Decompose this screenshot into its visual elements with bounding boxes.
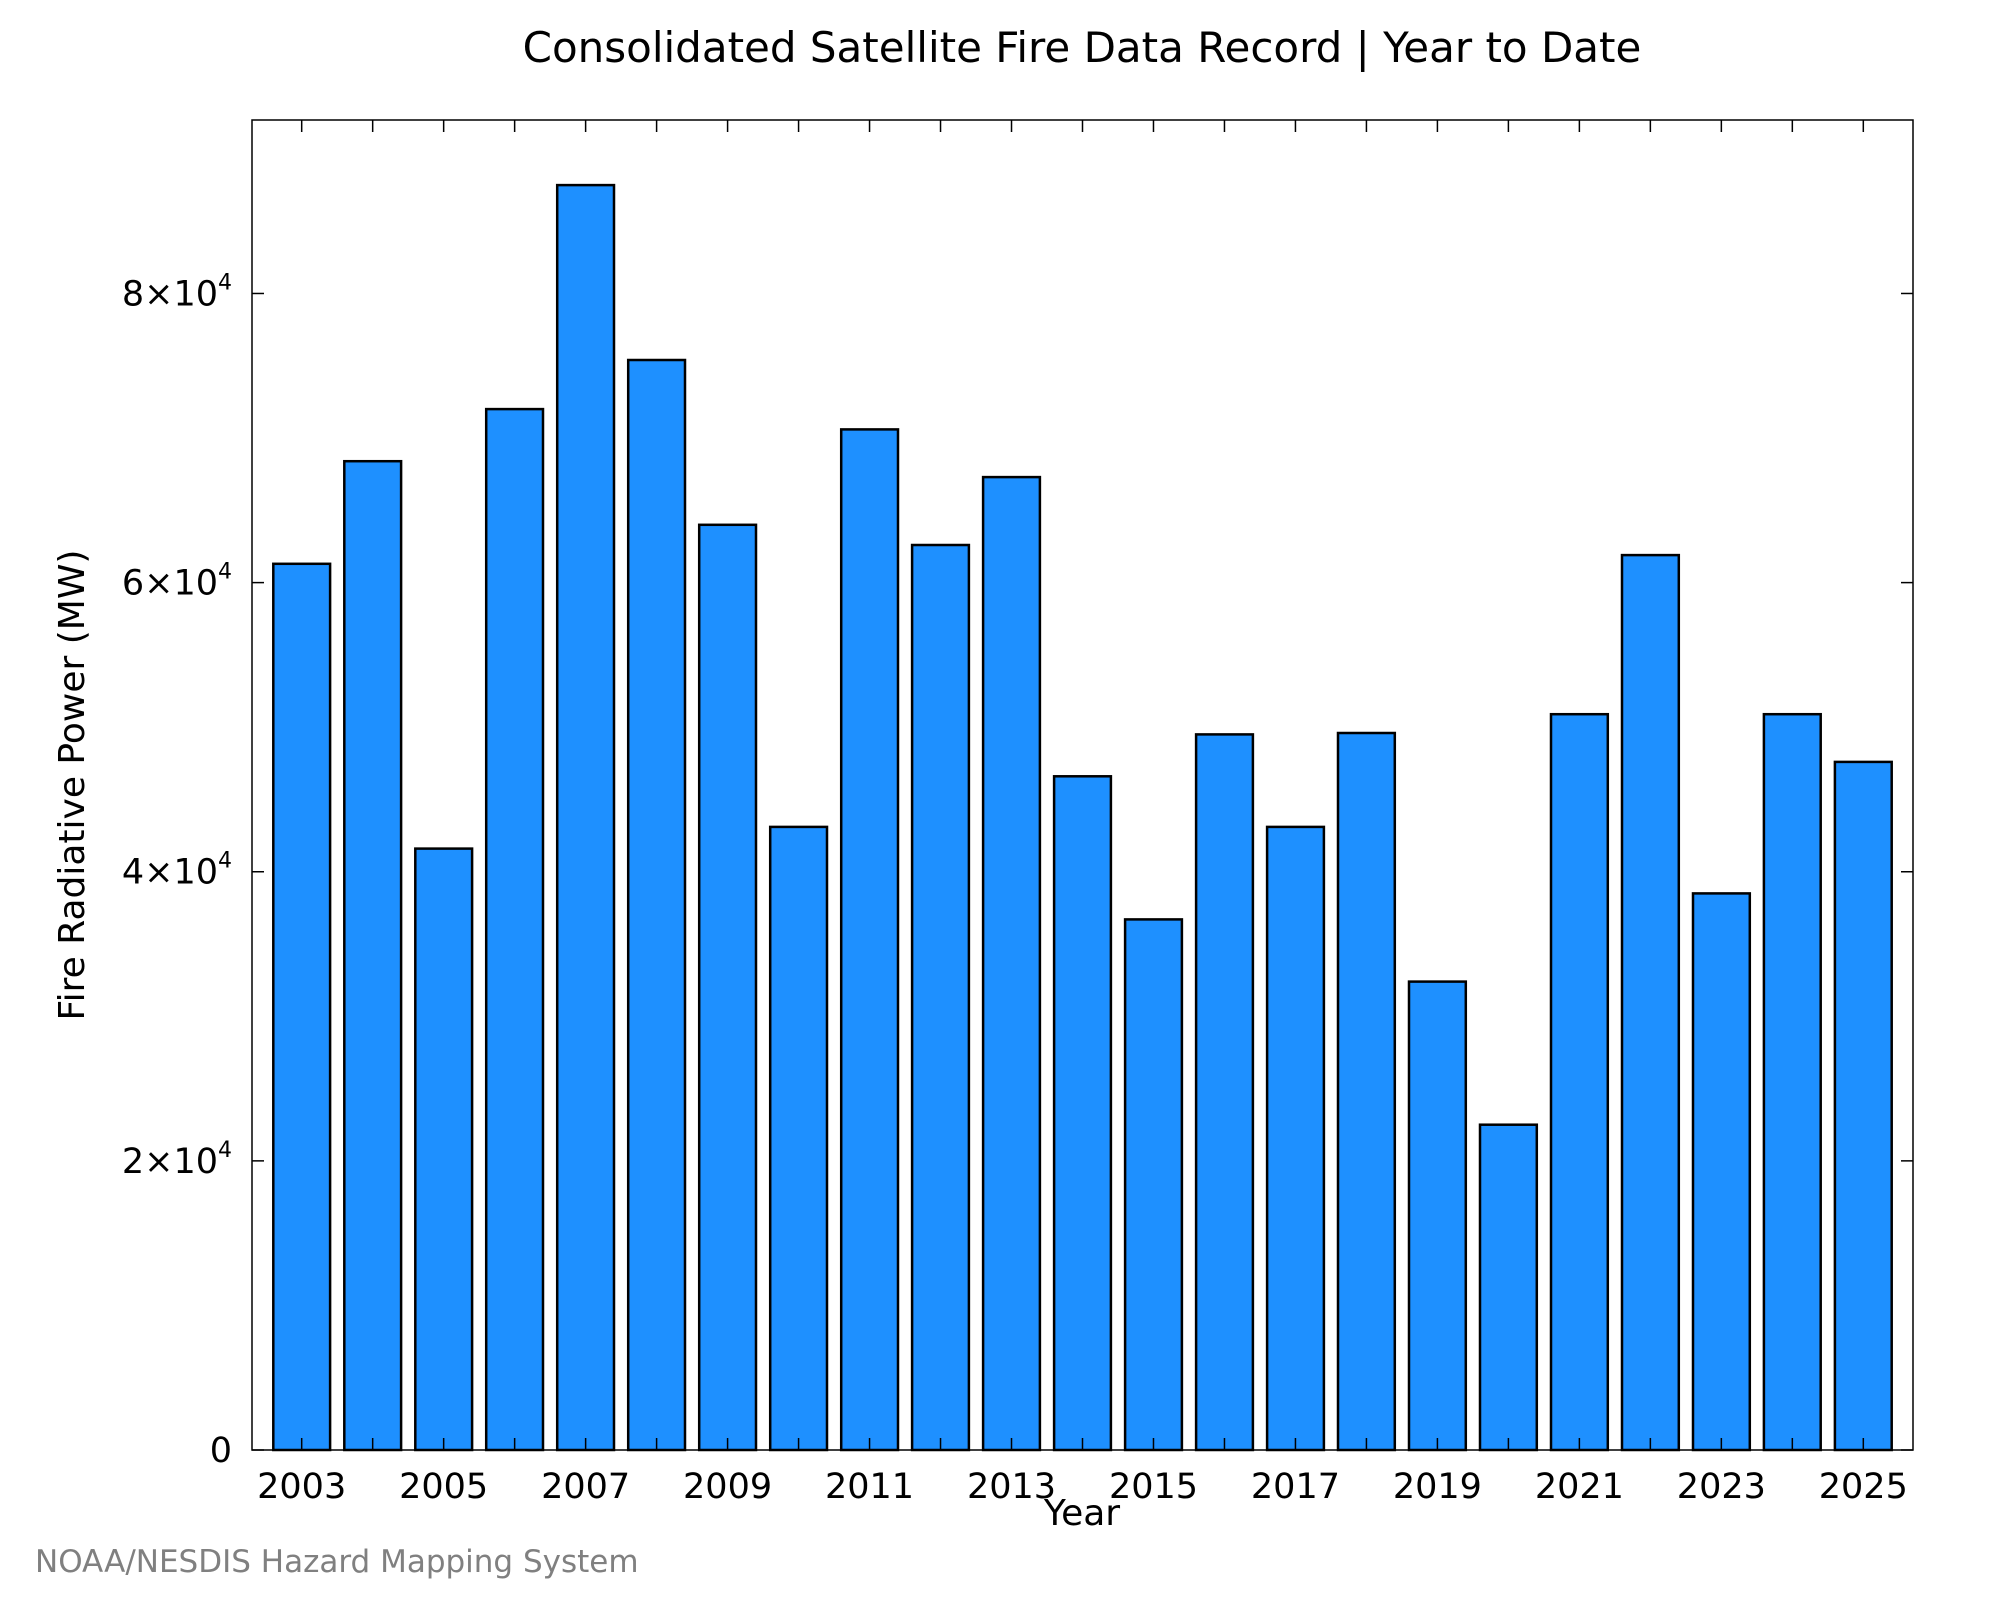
x-tick-label-2011: 2011 — [825, 1467, 914, 1507]
bar-2018 — [1336, 731, 1397, 1452]
bar-2015 — [1123, 918, 1184, 1452]
bar-2007 — [555, 183, 616, 1452]
x-tick-label-2003: 2003 — [257, 1467, 346, 1507]
bar-2024 — [1762, 712, 1822, 1452]
y-tick-label-80000: 8×104 — [122, 270, 232, 314]
x-tick-label-2009: 2009 — [683, 1467, 772, 1507]
bar-2012 — [910, 543, 971, 1452]
bar-2006 — [484, 407, 545, 1452]
bar-2023 — [1691, 892, 1752, 1452]
bar-2022 — [1620, 553, 1681, 1452]
bar-2011 — [839, 428, 900, 1452]
bar-2005 — [414, 847, 474, 1452]
bar-2019 — [1407, 980, 1468, 1452]
x-tick-label-2017: 2017 — [1251, 1467, 1340, 1507]
bar-2025 — [1833, 760, 1893, 1452]
x-tick-label-2005: 2005 — [399, 1467, 488, 1507]
y-tick-label-60000: 6×104 — [122, 560, 232, 604]
bar-2010 — [768, 825, 829, 1452]
bar-2004 — [343, 459, 403, 1452]
y-tick-label-0: 0 — [210, 1431, 232, 1471]
x-tick-label-2013: 2013 — [967, 1467, 1056, 1507]
y-tick-label-40000: 4×104 — [122, 849, 232, 893]
x-tick-label-2025: 2025 — [1819, 1467, 1908, 1507]
bar-2009 — [697, 523, 758, 1452]
y-axis-label: Fire Radiative Power (MW) — [52, 550, 93, 1021]
y-axis-ticks: 0 2×104 4×104 6×104 8×104 — [122, 270, 1913, 1471]
credit-text: NOAA/NESDIS Hazard Mapping System — [35, 1544, 639, 1580]
y-tick-label-20000: 2×104 — [122, 1138, 232, 1182]
x-tick-label-2007: 2007 — [541, 1467, 630, 1507]
chart-title: Consolidated Satellite Fire Data Record … — [523, 23, 1642, 72]
x-axis-label: Year — [1043, 1493, 1120, 1534]
bar-2003 — [272, 562, 332, 1452]
bar-2020 — [1478, 1123, 1539, 1452]
bar-2016 — [1194, 733, 1255, 1452]
bar-2017 — [1265, 825, 1326, 1452]
x-tick-label-2019: 2019 — [1393, 1467, 1482, 1507]
bars — [272, 183, 1893, 1452]
x-tick-label-2023: 2023 — [1677, 1467, 1766, 1507]
bar-2021 — [1549, 712, 1610, 1452]
bar-2014 — [1052, 775, 1113, 1452]
bar-2013 — [981, 475, 1042, 1452]
x-tick-label-2015: 2015 — [1109, 1467, 1198, 1507]
bar-2008 — [626, 358, 687, 1452]
x-axis-ticks: 2003 2005 2007 2009 2011 2013 2015 2017 2019 2021… — [257, 120, 1908, 1507]
x-tick-label-2021: 2021 — [1535, 1467, 1624, 1507]
